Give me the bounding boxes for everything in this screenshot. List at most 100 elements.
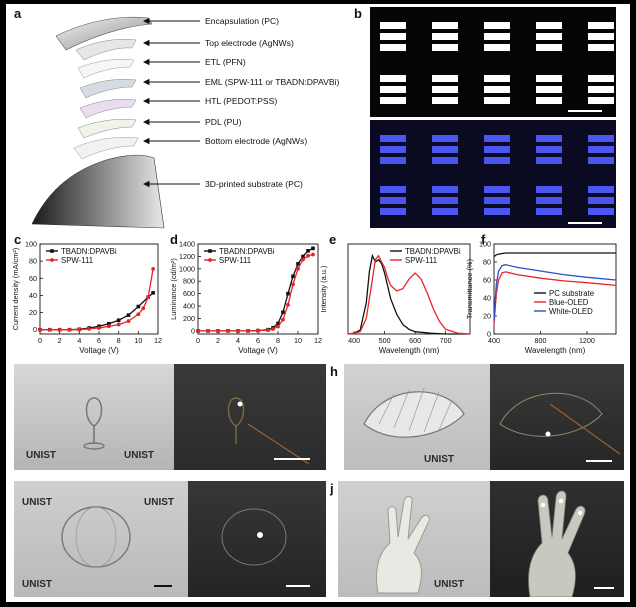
pixel-off-4-0-0 <box>588 22 614 29</box>
pixel-on-0-1-1 <box>380 197 406 204</box>
scale-bar-i <box>286 585 310 587</box>
pixel-off-4-1-1 <box>588 86 614 93</box>
scale-bar-b-bottom <box>568 222 602 224</box>
shell-object: UNIST <box>363 387 465 465</box>
xtick-label-c-1: 2 <box>58 336 62 345</box>
xtick-label-d-5: 10 <box>294 336 302 345</box>
scale-bar-b-top <box>568 110 602 112</box>
pixel-on-0-0-2 <box>380 157 406 164</box>
point-c-1-5 <box>87 326 92 331</box>
layer-bottom-electrode <box>73 137 139 160</box>
pixel-on-1-0-1 <box>432 146 458 153</box>
point-c-0-12 <box>151 291 155 295</box>
point-d-1-3 <box>226 328 230 333</box>
scale-bar-g <box>274 458 310 460</box>
sphere-object: UNIST UNIST UNIST <box>22 497 174 590</box>
point-c-1-1 <box>47 327 52 332</box>
series-line-d-1 <box>198 253 314 332</box>
xtick-label-d-2: 4 <box>236 336 240 345</box>
ytick-label-d-3: 600 <box>183 289 195 298</box>
panel-label-f: f <box>481 232 486 247</box>
xtick-label-c-4: 8 <box>117 336 121 345</box>
ylabel-e: Intensity (a.u.) <box>319 266 328 313</box>
xtick-label-c-0: 0 <box>38 336 42 345</box>
scale-bar-h <box>586 460 612 462</box>
pixel-on-4-0-1 <box>588 146 614 153</box>
photo-i-right <box>188 481 326 597</box>
point-c-0-9 <box>126 313 131 317</box>
pixel-on-1-1-2 <box>432 208 458 215</box>
pixel-on-4-0-0 <box>588 135 614 142</box>
pixel-off-0-0-1 <box>380 33 406 40</box>
panel-label-a: a <box>14 6 22 21</box>
pixel-on-1-0-0 <box>432 135 458 142</box>
point-d-1-9 <box>276 324 280 329</box>
plot-frame-d <box>197 243 319 335</box>
xtick-label-e-2: 600 <box>409 336 421 345</box>
point-d-1-4 <box>236 328 240 333</box>
layer-etl <box>77 59 135 79</box>
legend-marker-c-1 <box>50 258 54 262</box>
pixel-off-0-1-2 <box>380 97 406 104</box>
pixel-off-1-1-0 <box>432 75 458 82</box>
layer-label-encapsulation: Encapsulation (PC) <box>205 16 280 26</box>
xlabel-f: Wavelength (nm) <box>525 346 586 355</box>
photo-j-left: UNIST <box>338 481 490 597</box>
ytick-label-d-6: 1200 <box>179 252 195 261</box>
pixel-off-0-0-0 <box>380 22 406 29</box>
point-d-1-1 <box>206 328 210 333</box>
point-d-0-11 <box>286 291 290 296</box>
pixel-off-2-1-1 <box>484 86 510 93</box>
legend-label-e-0: TBADN:DPAVBi <box>405 247 461 256</box>
layer-htl <box>79 99 137 119</box>
xtick-label-f-2: 1200 <box>579 336 595 345</box>
logo-text-g: UNIST <box>26 450 56 461</box>
legend-marker-d-1 <box>208 258 212 262</box>
point-c-1-9 <box>126 319 131 324</box>
logo-text-j: UNIST <box>434 579 464 590</box>
pixel-on-1-0-2 <box>432 157 458 164</box>
scale-bar-j <box>594 587 614 589</box>
pixel-off-4-0-1 <box>588 33 614 40</box>
point-d-1-13 <box>296 266 300 271</box>
xtick-label-c-6: 12 <box>154 336 162 345</box>
legend-label-d-1: SPW-111 <box>219 256 251 265</box>
point-c-1-4 <box>77 327 82 332</box>
pixel-off-4-1-0 <box>588 75 614 82</box>
ytick-label-f-2: 40 <box>483 294 491 303</box>
pixel-on-1-1-0 <box>432 186 458 193</box>
legend-label-d-0: TBADN:DPAVBi <box>219 247 275 256</box>
pixel-off-1-1-2 <box>432 97 458 104</box>
point-d-0-10 <box>281 310 285 315</box>
point-c-1-3 <box>67 327 72 332</box>
layer-substrate <box>31 154 165 229</box>
logo-text-i2: UNIST <box>144 497 174 508</box>
xtick-label-f-0: 400 <box>488 336 500 345</box>
emission-spot-g <box>237 401 243 407</box>
layer-label-eml: EML (SPW-111 or TBADN:DPAVBi) <box>205 77 340 87</box>
pixel-on-4-0-2 <box>588 157 614 164</box>
xlabel-d: Voltage (V) <box>238 346 278 355</box>
xtick-label-c-5: 10 <box>134 336 142 345</box>
pixel-off-4-0-2 <box>588 44 614 51</box>
point-d-0-12 <box>291 274 295 279</box>
pixel-off-0-0-2 <box>380 44 406 51</box>
ytick-label-d-4: 800 <box>183 277 195 286</box>
pixel-on-2-0-0 <box>484 135 510 142</box>
ylabel-d: Luminance (cd/m²) <box>169 258 178 320</box>
panel-label-d: d <box>170 232 178 247</box>
ytick-label-c-1: 20 <box>29 308 37 317</box>
scale-bar-i-left <box>154 585 172 587</box>
point-d-1-15 <box>306 253 310 258</box>
xtick-label-d-6: 12 <box>314 336 322 345</box>
pixel-on-2-0-1 <box>484 146 510 153</box>
pixel-off-2-0-0 <box>484 22 510 29</box>
xtick-label-f-1: 800 <box>534 336 546 345</box>
logo-text-i3: UNIST <box>22 579 52 590</box>
pixel-on-4-1-0 <box>588 186 614 193</box>
point-d-1-11 <box>286 302 290 307</box>
xtick-label-d-0: 0 <box>196 336 200 345</box>
series-line-f-1 <box>493 271 617 326</box>
layer-encapsulation <box>55 16 153 51</box>
